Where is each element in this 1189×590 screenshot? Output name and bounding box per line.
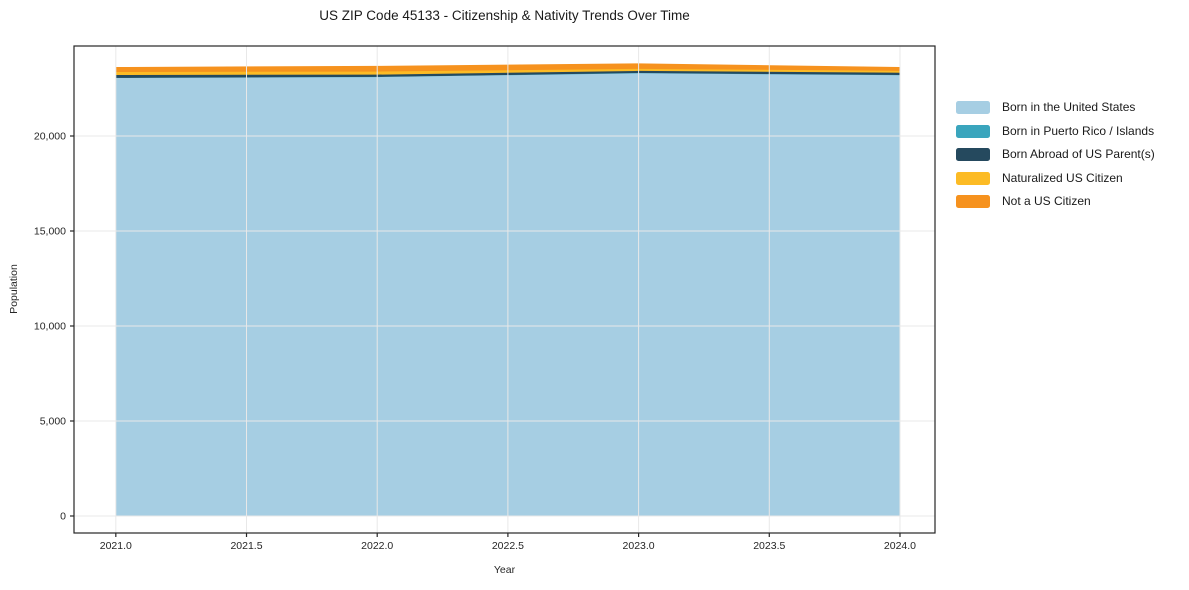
y-axis-label: Population xyxy=(8,264,20,314)
legend-item-not-a-us-citizen: Not a US Citizen xyxy=(956,194,1155,209)
legend: Born in the United States Born in Puerto … xyxy=(956,100,1155,209)
y-tick-label: 20,000 xyxy=(34,131,66,143)
y-tick-label: 15,000 xyxy=(34,226,66,238)
plot-border xyxy=(73,45,936,534)
x-tick-label: 2021.0 xyxy=(100,540,132,552)
legend-label: Born Abroad of US Parent(s) xyxy=(1002,147,1155,161)
y-tick-label: 5,000 xyxy=(40,416,66,428)
legend-item-naturalized-us-citizen: Naturalized US Citizen xyxy=(956,170,1155,186)
y-tick-label: 10,000 xyxy=(34,321,66,333)
legend-swatch-icon xyxy=(956,171,990,185)
x-tick-label: 2022.0 xyxy=(361,540,393,552)
legend-label: Born in Puerto Rico / Islands xyxy=(1002,123,1155,138)
legend-label: Not a US Citizen xyxy=(1002,194,1091,208)
legend-swatch-icon xyxy=(956,124,990,138)
x-tick-label: 2021.5 xyxy=(230,540,262,552)
legend-swatch-icon xyxy=(956,148,990,162)
x-tick-label: 2022.5 xyxy=(492,540,524,552)
legend-swatch-icon xyxy=(956,101,990,115)
legend-label: Naturalized US Citizen xyxy=(1002,170,1123,185)
x-tick-label: 2023.5 xyxy=(753,540,785,552)
legend-label: Born in the United States xyxy=(1002,100,1136,114)
legend-item-born-in-the-united-states: Born in the United States xyxy=(956,100,1155,115)
legend-swatch-icon xyxy=(956,195,990,209)
legend-item-born-in-puerto-rico-islands: Born in Puerto Rico / Islands xyxy=(956,123,1155,139)
x-tick-label: 2024.0 xyxy=(884,540,916,552)
legend-item-born-abroad-of-us-parent-s: Born Abroad of US Parent(s) xyxy=(956,147,1155,162)
y-tick-label: 0 xyxy=(60,511,66,523)
x-axis-label: Year xyxy=(493,564,516,576)
x-tick-label: 2023.0 xyxy=(623,540,655,552)
chart-title: US ZIP Code 45133 - Citizenship & Nativi… xyxy=(319,8,690,23)
